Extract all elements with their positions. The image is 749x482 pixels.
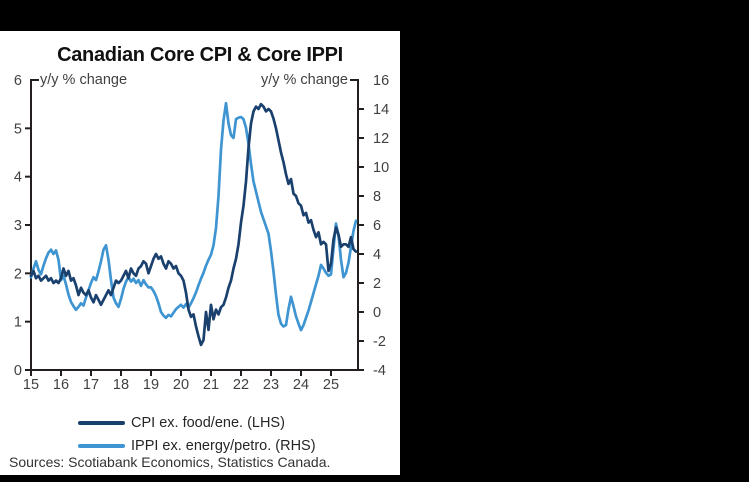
x-axis-tick-label: 17 — [83, 377, 99, 393]
legend-label-cpi: CPI ex. food/ene. (LHS) — [131, 414, 285, 431]
x-axis-tick-label: 20 — [173, 377, 189, 393]
x-axis-tick-label: 25 — [323, 377, 339, 393]
x-axis-tick-label: 22 — [233, 377, 249, 393]
right-axis-tick-label: -4 — [373, 363, 386, 379]
sources-note: Sources: Scotiabank Economics, Statistic… — [9, 454, 331, 470]
legend-label-ippi: IPPI ex. energy/petro. (RHS) — [131, 437, 316, 454]
x-axis-tick-label: 24 — [293, 377, 309, 393]
right-axis-unit-label: y/y % change — [261, 72, 348, 88]
right-axis-tick-label: 6 — [373, 218, 381, 234]
left-axis-tick-label: 6 — [14, 73, 22, 89]
right-axis-tick-label: 8 — [373, 189, 381, 205]
left-axis-tick-label: 5 — [14, 121, 22, 137]
right-axis-tick-label: 4 — [373, 247, 381, 263]
right-axis-tick-label: 16 — [373, 73, 389, 89]
right-axis-tick-label: 12 — [373, 131, 389, 147]
right-axis-tick-label: 14 — [373, 102, 389, 118]
cpi-series-line — [29, 102, 358, 347]
x-axis-tick-label: 16 — [53, 377, 69, 393]
ippi-line-swatch — [78, 443, 125, 448]
chart-panel: Canadian Core CPI & Core IPPI 0 1 2 3 4 5 6 -4-… — [0, 31, 400, 475]
legend-item-ippi: IPPI ex. energy/petro. (RHS) — [78, 434, 316, 457]
right-axis-tick-label: 0 — [373, 305, 381, 321]
left-axis-tick-label: 4 — [14, 170, 22, 186]
right-axis-tick-label: -2 — [373, 334, 386, 350]
right-axis-tick-label: 2 — [373, 276, 381, 292]
x-axis-tick-label: 19 — [143, 377, 159, 393]
chart-title: Canadian Core CPI & Core IPPI — [57, 44, 343, 66]
left-axis-tick-label: 1 — [14, 315, 22, 331]
left-axis-tick-label: 2 — [14, 266, 22, 282]
x-axis-tick-label: 18 — [113, 377, 129, 393]
cpi-line-swatch — [78, 420, 125, 425]
left-axis-tick-label: 0 — [14, 363, 22, 379]
left-axis-unit-label: y/y % change — [40, 72, 127, 88]
right-axis-tick-label: 10 — [373, 160, 389, 176]
legend-item-cpi: CPI ex. food/ene. (LHS) — [78, 411, 316, 434]
ippi-series-line — [29, 101, 358, 332]
x-axis-tick-label: 23 — [263, 377, 279, 393]
chart-legend: CPI ex. food/ene. (LHS) IPPI ex. energy/… — [78, 411, 316, 457]
left-axis-tick-label: 3 — [14, 218, 22, 234]
x-axis-tick-label: 15 — [23, 377, 39, 393]
axis-frame — [30, 79, 359, 371]
x-axis-tick-label: 21 — [203, 377, 219, 393]
